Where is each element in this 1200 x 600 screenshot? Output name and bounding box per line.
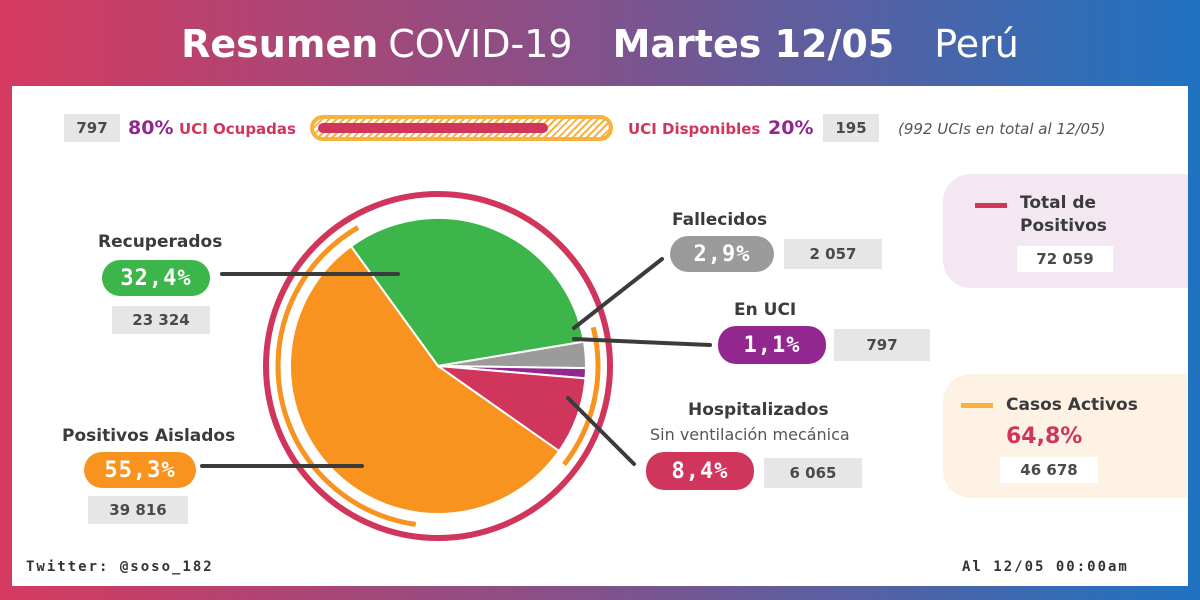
icu-available-count: 195 [823,114,879,142]
hospitalizados-subtitle: Sin ventilación mecánica [650,425,850,444]
title-bold: Resumen [181,22,379,66]
casos-activos-title: Casos Activos [1006,395,1138,415]
pie-slice-recuperados [349,217,586,368]
icu-available-label: UCI Disponibles [628,120,761,138]
aislados-count: 39 816 [88,496,188,524]
pie-inner-ring-left [275,225,417,527]
uci-pct: 1,1% [718,326,826,364]
icu-total-note: (992 UCIs en total al 12/05) [898,120,1106,138]
casos-activos-marker [961,403,993,408]
recuperados-title: Recuperados [98,232,223,252]
pie-outer-ring [263,191,613,541]
header: Resumen COVID-19 Martes 12/05 Perú [0,0,1200,88]
hospitalizados-pct: 8,4% [646,452,754,490]
leader-uci [572,337,712,347]
casos-activos-card: Casos Activos 64,8% 46 678 [943,374,1188,498]
main-card: 797 80% UCI Ocupadas UCI Disponibles 20%… [12,86,1188,586]
icu-progress-bar [310,115,613,141]
recuperados-pct: 32,4% [102,260,210,296]
footer-twitter: Twitter: @soso_182 [26,559,214,575]
uci-count: 797 [834,329,930,361]
leader-fallecidos [572,257,664,330]
country: Perú [934,22,1019,66]
total-positivos-title-2: Positivos [1020,216,1107,236]
pie-inner-ring-right [562,326,601,467]
casos-activos-pct: 64,8% [1006,424,1083,449]
icu-available-pct: 20% [768,117,814,139]
fallecidos-title: Fallecidos [672,210,768,230]
recuperados-count: 23 324 [112,306,210,334]
fallecidos-count: 2 057 [784,239,882,269]
footer-timestamp: Al 12/05 00:00am [962,559,1129,575]
icu-progress-fill [318,123,548,133]
aislados-pct: 55,3% [84,452,196,488]
icu-occupied-count: 797 [64,114,120,142]
pie-slice-aislados [289,244,561,515]
casos-activos-count: 46 678 [1000,457,1098,483]
date-bold: Martes 12/05 [612,22,895,66]
total-positivos-title-1: Total de [1020,193,1097,213]
hospitalizados-title: Hospitalizados [688,400,829,420]
icu-occupied-label: UCI Ocupadas [179,120,296,138]
total-positivos-marker [975,203,1007,208]
leader-hospitalizados [566,396,636,466]
hospitalizados-count: 6 065 [764,458,862,488]
title-light: COVID-19 [388,22,573,66]
fallecidos-pct: 2,9% [670,236,774,272]
aislados-title: Positivos Aislados [62,426,236,446]
icu-occupied-pct: 80% [128,117,174,139]
total-positivos-count: 72 059 [1017,246,1113,272]
pie-chart [200,191,712,541]
total-positivos-card: Total de Positivos 72 059 [943,174,1188,288]
uci-title: En UCI [734,300,797,320]
